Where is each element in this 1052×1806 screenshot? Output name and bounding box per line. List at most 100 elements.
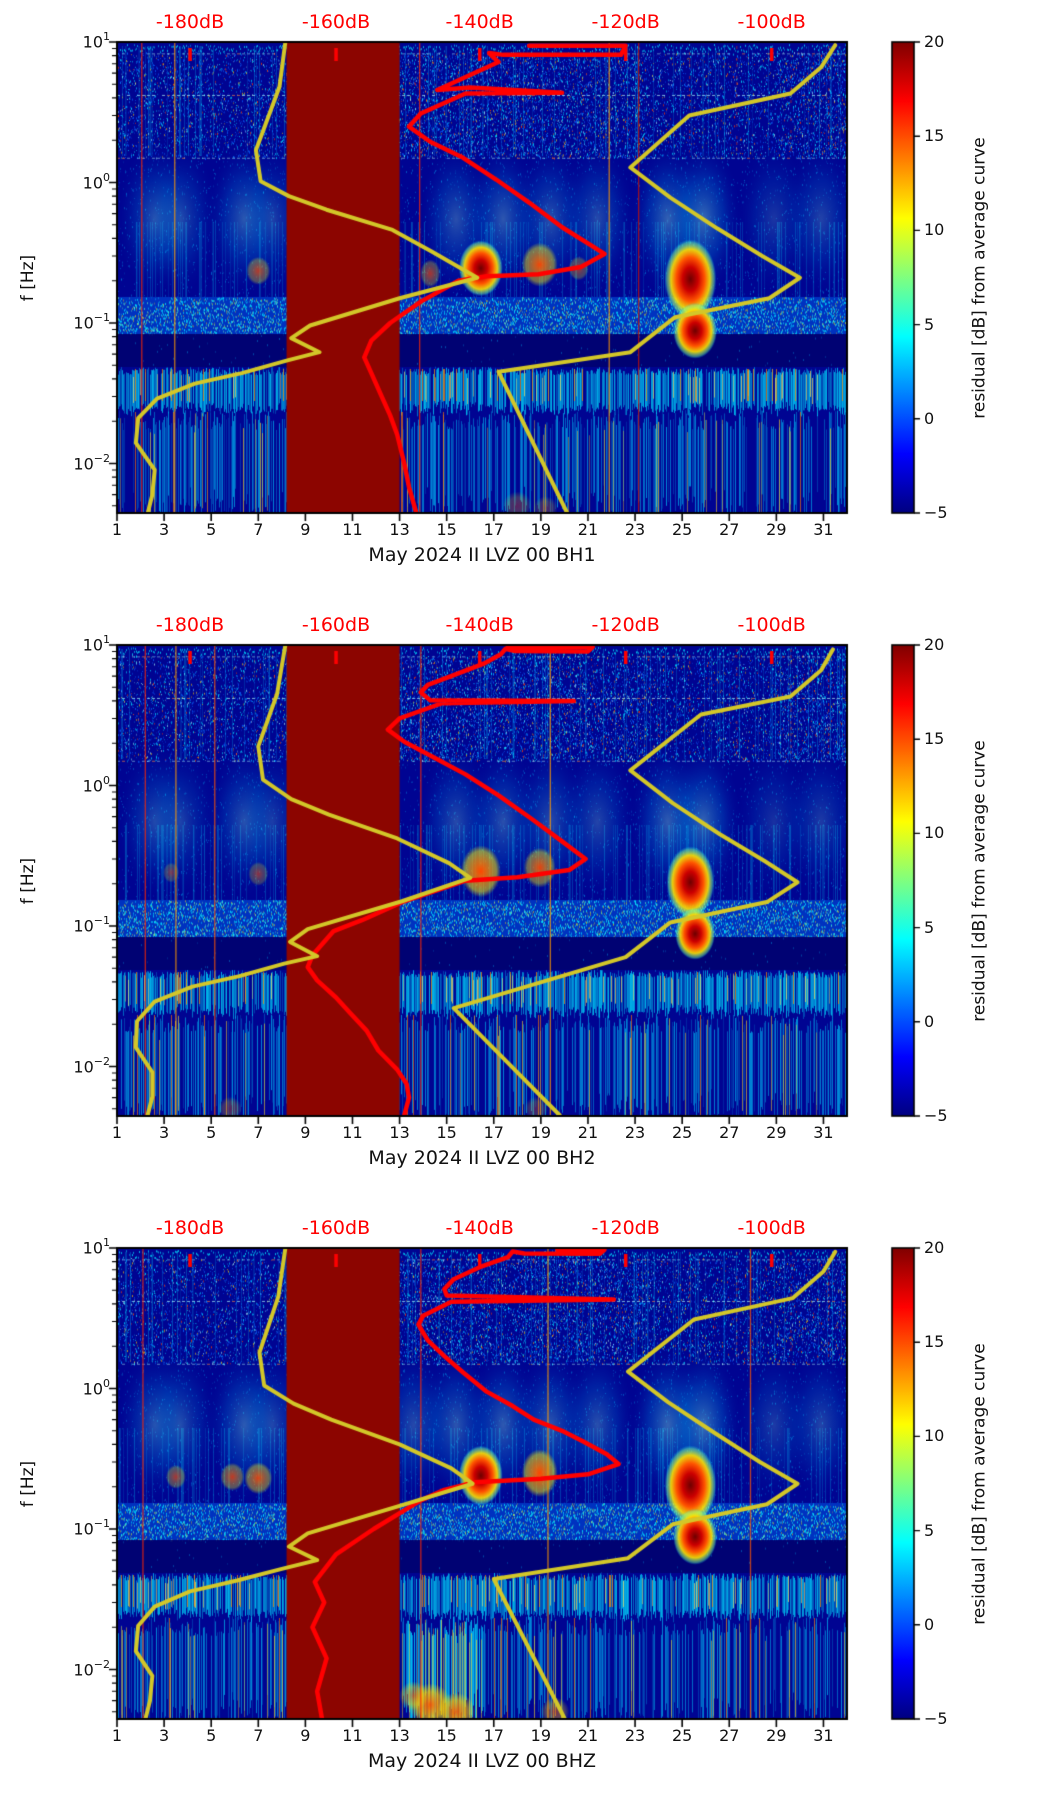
db-axis-label: -160dB [301,11,371,33]
x-tick-label: 13 [389,1726,410,1745]
y-tick-label: 100 [82,1376,110,1398]
colorbar-tick-label: 10 [924,823,945,843]
db-axis-label: -140dB [445,614,514,636]
colorbar-tick-label: 10 [924,220,945,240]
x-tick-label: 29 [766,1123,787,1142]
x-tick-label: 11 [342,520,363,539]
x-tick-label: 17 [483,1123,504,1142]
colorbar-tick-label: −5 [924,503,948,522]
x-tick-label: 5 [206,520,217,539]
db-axis-label: -100dB [737,11,806,33]
x-tick-label: 25 [671,520,693,539]
x-tick-label: 17 [483,1726,504,1745]
x-tick-label: 29 [766,1726,787,1745]
x-tick-label: 1 [111,520,123,539]
x-tick-label: 27 [719,1123,740,1142]
x-tick-label: 15 [436,1726,457,1745]
y-tick-label: 100 [82,170,110,192]
x-tick-label: 5 [206,1726,217,1745]
x-tick-label: 21 [577,1726,599,1745]
colorbar-tick-label: 15 [924,126,945,146]
x-tick-label: 11 [342,1726,363,1745]
y-tick-label: 10−2 [73,1054,110,1076]
colorbar-tick-label: 0 [924,1614,935,1634]
x-tick-label: 9 [300,1123,311,1142]
x-tick-label: 27 [719,520,740,539]
x-tick-label: 1 [111,1726,123,1745]
colorbar-tick-label: −5 [924,1709,948,1728]
x-tick-label: 21 [577,1123,599,1142]
x-tick-label: 3 [159,1726,170,1745]
x-tick-label: 19 [530,1123,552,1142]
x-tick-label: 11 [342,1123,363,1142]
db-axis-label: -120dB [591,614,660,636]
y-tick-label: 10−2 [73,1657,110,1679]
x-tick-label: 15 [436,1123,457,1142]
colorbar-tick-label: 20 [924,32,945,51]
db-axis-label: -120dB [591,11,660,33]
db-axis-label: -140dB [445,1217,514,1239]
y-tick-label: 101 [82,1236,110,1258]
db-axis-label: -100dB [737,614,806,636]
x-tick-label: 9 [300,520,311,539]
y-axis-label: f [Hz] [18,1460,38,1508]
colorbar-tick-label: 0 [924,408,935,428]
db-axis-label: -180dB [155,11,225,33]
db-axis-label: -180dB [155,1217,225,1239]
colorbar-tick-label: 10 [924,1426,945,1446]
x-tick-label: 13 [389,520,410,539]
y-tick-label: 100 [82,773,110,795]
y-axis-label: f [Hz] [18,857,38,905]
x-tick-label: 25 [671,1726,693,1745]
x-tick-label: 7 [253,1123,264,1142]
colorbar-tick-label: −5 [924,1106,948,1125]
colorbar-tick-label: 0 [924,1011,935,1031]
y-tick-label: 101 [82,633,110,655]
x-tick-label: 9 [300,1726,311,1745]
db-axis-label: -100dB [737,1217,806,1239]
x-tick-label: 31 [813,520,834,539]
db-axis-label: -160dB [301,614,371,636]
y-axis-label: f [Hz] [18,254,38,302]
colorbar-tick-label: 5 [924,1520,935,1540]
x-tick-label: 31 [813,1726,834,1745]
y-tick-label: 10−1 [73,914,110,936]
x-tick-label: 3 [159,520,170,539]
y-tick-label: 10−1 [73,311,110,333]
x-tick-label: 3 [159,1123,170,1142]
y-tick-label: 10−1 [73,1517,110,1539]
x-tick-label: 25 [671,1123,693,1142]
colorbar-label: residual [dB] from average curve [969,1343,990,1625]
colorbar-tick-label: 20 [924,635,945,654]
x-tick-label: 15 [436,520,457,539]
panel-title-bh1: May 2024 II LVZ 00 BH1 [368,544,596,566]
colorbar-tick-label: 5 [924,917,935,937]
colorbar-tick-label: 15 [924,729,945,749]
y-tick-label: 10−2 [73,451,110,473]
x-tick-label: 23 [624,1123,646,1142]
colorbar-tick-label: 20 [924,1238,945,1257]
x-tick-label: 17 [483,520,504,539]
x-tick-label: 7 [253,520,264,539]
x-tick-label: 31 [813,1123,834,1142]
x-tick-label: 5 [206,1123,217,1142]
x-tick-label: 7 [253,1726,264,1745]
x-tick-label: 23 [624,520,646,539]
db-axis-label: -140dB [445,11,514,33]
x-tick-label: 1 [111,1123,123,1142]
panel-title-bh2: May 2024 II LVZ 00 BH2 [368,1147,596,1169]
colorbar-label: residual [dB] from average curve [969,137,990,419]
x-tick-label: 27 [719,1726,740,1745]
colorbar-tick-label: 15 [924,1332,945,1352]
x-tick-label: 19 [530,1726,552,1745]
x-tick-label: 29 [766,520,787,539]
db-axis-label: -120dB [591,1217,660,1239]
colorbar-label: residual [dB] from average curve [969,740,990,1022]
x-tick-label: 23 [624,1726,646,1745]
y-tick-label: 101 [82,30,110,52]
db-axis-label: -160dB [301,1217,371,1239]
colorbar-tick-label: 5 [924,314,935,334]
